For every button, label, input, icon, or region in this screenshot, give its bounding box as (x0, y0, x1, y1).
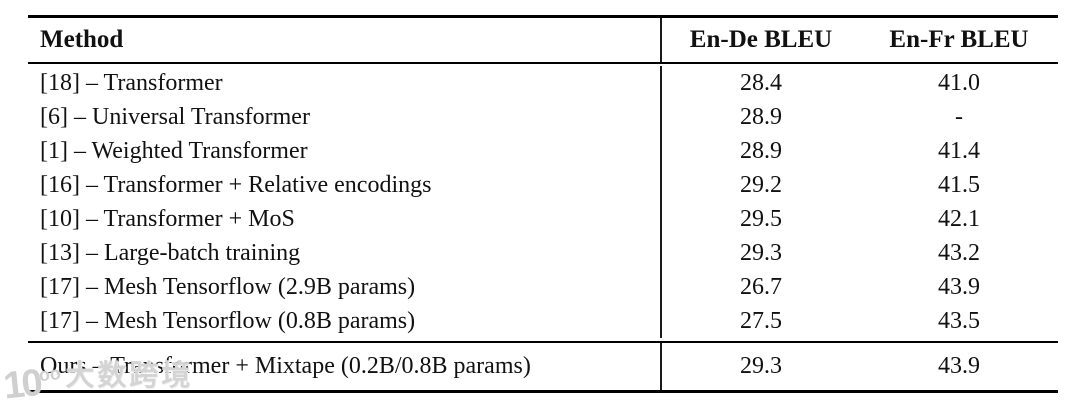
table-row: [17] – Mesh Tensorflow (2.9B params) 26.… (28, 270, 1058, 304)
table-body: [18] – Transformer 28.4 41.0 [6] – Unive… (28, 64, 1058, 343)
en-fr-bleu-cell: 43.5 (938, 308, 980, 334)
en-de-bleu-cell: 29.3 (740, 240, 782, 266)
en-de-bleu-cell: 29.5 (740, 206, 782, 232)
method-cell: [1] – Weighted Transformer (28, 134, 662, 168)
watermark: 10oo 大数跨境 (1, 353, 194, 403)
table-row: [10] – Transformer + MoS 29.5 42.1 (28, 202, 1058, 236)
en-fr-bleu-cell: 41.0 (938, 70, 980, 96)
column-header-en-fr-bleu: En-Fr BLEU (889, 26, 1029, 53)
table-row: [18] – Transformer 28.4 41.0 (28, 66, 1058, 100)
table-row: [17] – Mesh Tensorflow (0.8B params) 27.… (28, 304, 1058, 338)
table-header-row: Method En-De BLEU En-Fr BLEU (28, 18, 1058, 64)
en-fr-bleu-cell: 41.4 (938, 138, 980, 164)
en-fr-bleu-cell: 42.1 (938, 206, 980, 232)
en-fr-bleu-cell: - (955, 104, 963, 130)
watermark-logo-number: 10 (1, 362, 42, 403)
table-footer-row-ours: Ours – Transformer + Mixtape (0.2B/0.8B … (28, 343, 1058, 390)
column-header-en-de-bleu: En-De BLEU (689, 26, 833, 53)
en-de-bleu-cell: 26.7 (740, 274, 782, 300)
method-cell: [6] – Universal Transformer (28, 100, 662, 134)
method-cell: [13] – Large-batch training (28, 236, 662, 270)
method-cell: [17] – Mesh Tensorflow (2.9B params) (28, 270, 662, 304)
method-cell: [17] – Mesh Tensorflow (0.8B params) (28, 304, 662, 338)
en-de-bleu-cell: 28.4 (740, 70, 782, 96)
column-header-method: Method (28, 18, 662, 62)
method-cell: [18] – Transformer (28, 66, 662, 100)
en-fr-bleu-cell: 43.9 (938, 353, 980, 379)
method-cell: [10] – Transformer + MoS (28, 202, 662, 236)
en-de-bleu-cell: 29.2 (740, 172, 782, 198)
bleu-results-table: Method En-De BLEU En-Fr BLEU [18] – Tran… (28, 15, 1058, 393)
watermark-logo-icon: 10oo (1, 353, 64, 403)
table-row: [16] – Transformer + Relative encodings … (28, 168, 1058, 202)
method-cell: [16] – Transformer + Relative encodings (28, 168, 662, 202)
en-fr-bleu-cell: 43.9 (938, 274, 980, 300)
en-de-bleu-cell: 29.3 (740, 353, 782, 379)
en-fr-bleu-cell: 41.5 (938, 172, 980, 198)
en-de-bleu-cell: 28.9 (740, 104, 782, 130)
watermark-brand-text: 大数跨境 (65, 360, 194, 392)
method-cell: Ours – Transformer + Mixtape (0.2B/0.8B … (28, 343, 662, 390)
en-de-bleu-cell: 27.5 (740, 308, 782, 334)
en-de-bleu-cell: 28.9 (740, 138, 782, 164)
table-row: [6] – Universal Transformer 28.9 - (28, 100, 1058, 134)
en-fr-bleu-cell: 43.2 (938, 240, 980, 266)
watermark-logo-superscript: oo (37, 363, 62, 386)
table-row: [13] – Large-batch training 29.3 43.2 (28, 236, 1058, 270)
table-row: [1] – Weighted Transformer 28.9 41.4 (28, 134, 1058, 168)
